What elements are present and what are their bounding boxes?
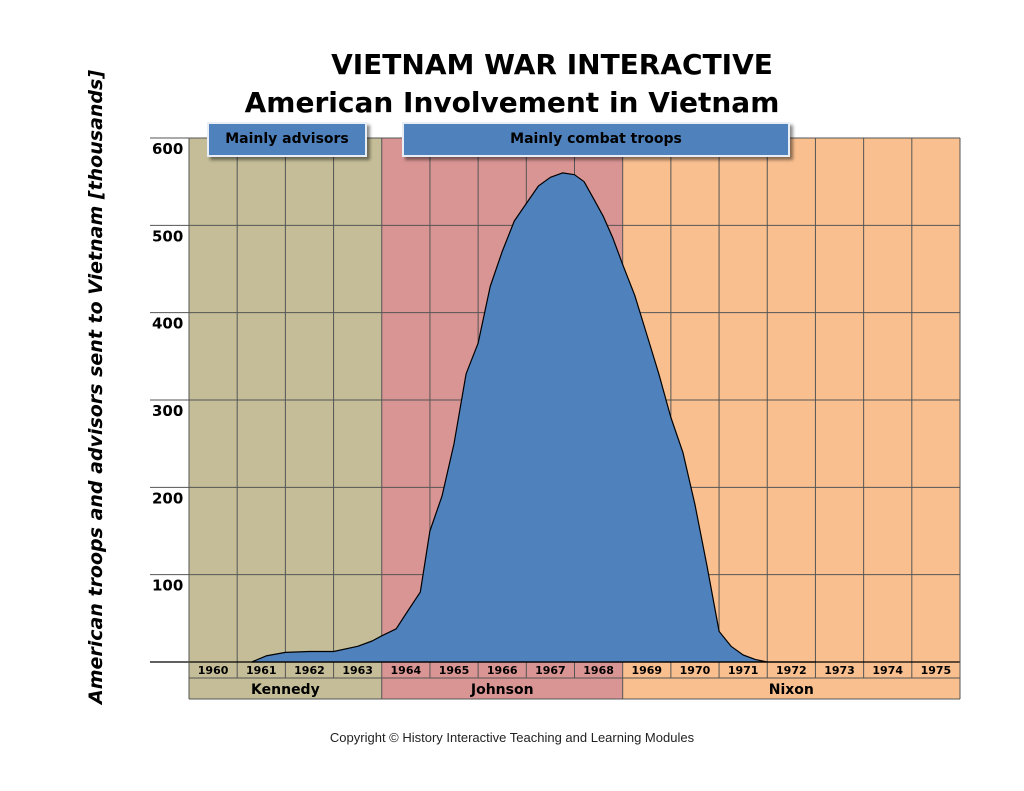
year-label-1960: 1960 — [198, 664, 229, 677]
year-label-1974: 1974 — [872, 664, 903, 677]
year-label-1968: 1968 — [583, 664, 614, 677]
president-label-johnson: Johnson — [470, 682, 534, 698]
y-tick-label-200: 200 — [152, 489, 183, 507]
president-row-johnson — [381, 662, 623, 699]
mainly-combat-troops-banner: Mainly combat troops — [402, 122, 790, 157]
year-label-1966: 1966 — [487, 664, 518, 677]
y-tick-label-600: 600 — [152, 140, 183, 158]
president-row-nixon — [622, 662, 960, 699]
year-label-1975: 1975 — [921, 664, 952, 677]
year-label-1961: 1961 — [246, 664, 277, 677]
president-label-nixon: Nixon — [769, 682, 814, 698]
year-label-1972: 1972 — [776, 664, 807, 677]
year-label-1965: 1965 — [439, 664, 470, 677]
year-label-1967: 1967 — [535, 664, 566, 677]
year-label-1963: 1963 — [342, 664, 373, 677]
y-tick-label-100: 100 — [152, 577, 183, 595]
y-tick-label-500: 500 — [152, 227, 183, 245]
mainly-advisors-banner: Mainly advisors — [207, 122, 367, 157]
copyright-notice: Copyright © History Interactive Teaching… — [329, 730, 695, 745]
troop-level-area — [251, 172, 817, 663]
year-label-1964: 1964 — [391, 664, 422, 677]
year-label-1973: 1973 — [824, 664, 855, 677]
year-label-1969: 1969 — [631, 664, 662, 677]
chart-subtitle: American Involvement in Vietnam — [244, 86, 780, 119]
y-tick-label-400: 400 — [152, 315, 183, 333]
year-label-1962: 1962 — [294, 664, 325, 677]
chart-title: VIETNAM WAR INTERACTIVE — [331, 48, 773, 81]
y-tick-label-300: 300 — [152, 402, 183, 420]
year-label-1970: 1970 — [680, 664, 711, 677]
year-label-1971: 1971 — [728, 664, 759, 677]
president-label-kennedy: Kennedy — [251, 682, 320, 698]
